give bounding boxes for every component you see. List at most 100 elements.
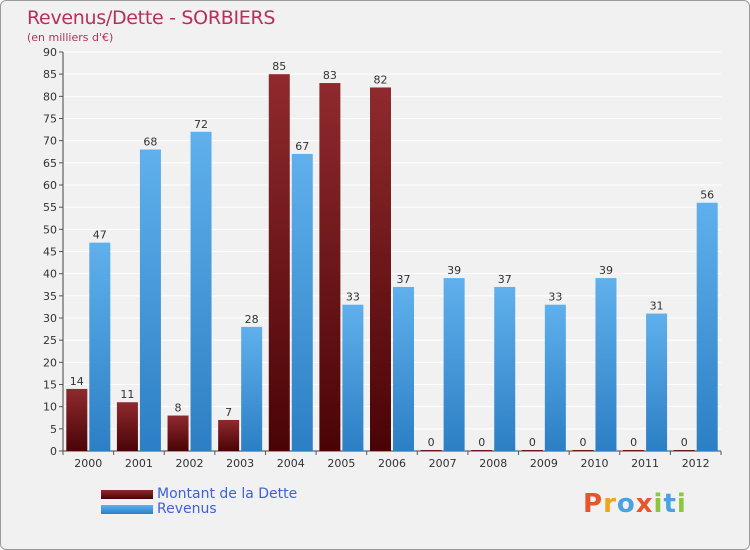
logo-letter: o (616, 489, 636, 519)
data-label-dette: 8 (175, 402, 182, 415)
y-tick-label: 80 (43, 90, 57, 103)
bar-revenus (393, 286, 414, 451)
legend-label-revenus: Revenus (157, 501, 217, 517)
data-label-revenus: 39 (447, 264, 461, 277)
bar-revenus (595, 278, 617, 451)
legend-swatch-revenus (101, 505, 153, 514)
y-tick-label: 25 (43, 334, 57, 347)
bar-revenus (241, 326, 263, 451)
data-label-dette: 83 (323, 69, 337, 82)
y-tick-label: 55 (43, 201, 57, 214)
bar-dette (116, 402, 138, 451)
bar-dette (218, 419, 240, 451)
y-tick-label: 45 (43, 246, 57, 259)
y-tick-label: 65 (43, 157, 57, 170)
y-tick-label: 75 (43, 113, 57, 126)
y-tick-label: 10 (43, 401, 57, 414)
x-tick-label: 2010 (580, 457, 608, 470)
data-label-dette: 85 (272, 60, 286, 73)
bar-dette (673, 450, 695, 451)
bar-revenus (139, 149, 161, 452)
chart-title: Revenus/Dette - SORBIERS (27, 7, 276, 29)
data-label-dette: 0 (681, 436, 688, 449)
legend-swatch-dette (101, 490, 153, 499)
y-tick-label: 0 (50, 445, 57, 458)
data-label-dette: 0 (478, 436, 485, 449)
data-label-dette: 0 (579, 436, 586, 449)
data-label-revenus: 31 (650, 300, 664, 313)
x-tick-label: 2006 (378, 457, 406, 470)
data-label-dette: 7 (225, 406, 232, 419)
bar-dette (572, 450, 594, 451)
bar-dette (623, 450, 645, 451)
y-tick-label: 30 (43, 312, 57, 325)
y-tick-label: 60 (43, 179, 57, 192)
logo-letter: r (603, 489, 617, 519)
y-tick-label: 35 (43, 290, 57, 303)
data-label-revenus: 37 (498, 273, 512, 286)
bar-dette (521, 450, 543, 451)
bar-revenus (443, 278, 465, 451)
data-label-dette: 0 (428, 436, 435, 449)
y-tick-label: 20 (43, 356, 57, 369)
bar-dette (420, 450, 442, 451)
x-tick-label: 2007 (429, 457, 457, 470)
bar-revenus (291, 153, 313, 451)
data-label-revenus: 47 (93, 229, 107, 242)
proxiti-logo: Proxiti (583, 489, 687, 519)
bar-revenus (646, 313, 668, 451)
data-label-revenus: 33 (548, 291, 562, 304)
data-label-revenus: 68 (143, 136, 157, 149)
bar-dette (66, 388, 88, 451)
logo-letter: i (676, 489, 687, 519)
data-label-revenus: 28 (245, 313, 259, 326)
logo-letter: x (635, 489, 654, 519)
data-label-revenus: 72 (194, 118, 208, 131)
bar-revenus (190, 131, 212, 452)
data-label-dette: 11 (120, 388, 134, 401)
bar-dette (370, 87, 391, 451)
x-tick-label: 2004 (277, 457, 305, 470)
x-tick-label: 2003 (226, 457, 254, 470)
y-tick-label: 70 (43, 135, 57, 148)
data-label-revenus: 37 (397, 273, 411, 286)
y-tick-label: 85 (43, 68, 57, 81)
y-tick-label: 40 (43, 268, 57, 281)
y-tick-label: 90 (43, 46, 57, 59)
x-tick-label: 2005 (327, 457, 355, 470)
bar-revenus (494, 286, 516, 451)
bar-revenus (544, 304, 566, 451)
data-label-revenus: 39 (599, 264, 613, 277)
x-tick-label: 2002 (176, 457, 204, 470)
x-tick-label: 2001 (125, 457, 153, 470)
data-label-revenus: 33 (346, 291, 360, 304)
data-label-dette: 82 (374, 73, 388, 86)
bar-dette (268, 74, 290, 452)
data-label-dette: 0 (529, 436, 536, 449)
x-tick-label: 2000 (74, 457, 102, 470)
y-tick-label: 5 (50, 423, 57, 436)
x-tick-label: 2009 (530, 457, 558, 470)
y-tick-label: 15 (43, 379, 57, 392)
bar-revenus (696, 202, 718, 451)
x-tick-label: 2012 (682, 457, 710, 470)
bar-revenus (89, 242, 111, 451)
data-label-dette: 0 (630, 436, 637, 449)
bar-revenus (342, 304, 364, 451)
logo-letter: t (663, 489, 677, 519)
bar-dette (319, 83, 341, 452)
x-tick-label: 2011 (631, 457, 659, 470)
legend-label-dette: Montant de la Dette (157, 486, 298, 502)
logo-letter: P (583, 489, 604, 519)
chart-subtitle: (en milliers d'€) (27, 31, 114, 44)
y-tick-label: 50 (43, 223, 57, 236)
x-tick-label: 2008 (479, 457, 507, 470)
bar-dette (167, 415, 189, 451)
data-label-revenus: 67 (295, 140, 309, 153)
logo-letter: i (653, 489, 664, 519)
data-label-dette: 14 (70, 375, 84, 388)
bar-dette (471, 450, 493, 451)
data-label-revenus: 56 (700, 189, 714, 202)
